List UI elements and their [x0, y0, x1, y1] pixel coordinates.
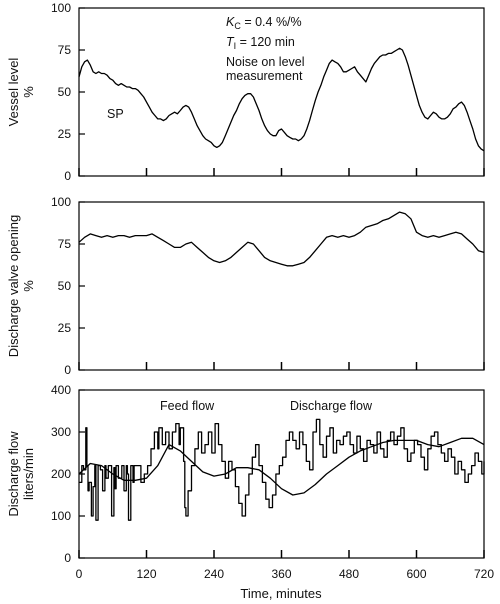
y-tick-label: 100	[51, 509, 71, 523]
y-tick-label: 400	[51, 383, 71, 397]
series-layer	[78, 47, 485, 521]
y-axis-label-flow-line2: liters/min	[21, 448, 36, 500]
annotation-sp: SP	[107, 107, 124, 121]
panel-frame-valve	[78, 201, 485, 371]
y-tick-label: 25	[58, 127, 72, 141]
y-tick-label: 50	[58, 279, 72, 293]
annotation-kc-subscript: C	[234, 21, 241, 31]
annotation-kc-value: = 0.4 %/%	[241, 15, 302, 29]
series-line-discharge-flow	[78, 437, 485, 496]
x-tick-label: 360	[271, 567, 291, 581]
annotation-ti: TI = 120 min	[226, 35, 295, 51]
annotation-feed-flow: Feed flow	[160, 399, 215, 413]
y-tick-label: 0	[64, 551, 71, 565]
y-axis-label-flow-line1: Discharge flow	[6, 431, 21, 517]
x-tick-label: 0	[76, 567, 83, 581]
annotation-ti-value: = 120 min	[236, 35, 295, 49]
y-axis-label-valve-line2: %	[21, 280, 36, 292]
y-tick-label: 50	[58, 85, 72, 99]
y-axis-label-valve-line1: Discharge valve opening	[6, 215, 21, 357]
y-tick-label: 0	[64, 169, 71, 183]
y-tick-label: 25	[58, 321, 72, 335]
y-tick-label: 100	[51, 1, 71, 15]
y-axis-label-level-line1: Vessel level	[6, 58, 21, 127]
annotation-ti-symbol: T	[226, 35, 235, 49]
y-tick-label: 100	[51, 195, 71, 209]
panel-frame-flow	[78, 389, 485, 559]
x-tick-label: 120	[136, 567, 156, 581]
x-tick-label: 480	[339, 567, 359, 581]
y-tick-label: 75	[58, 237, 72, 251]
series-line-panel-1	[78, 47, 485, 152]
y-tick-label: 75	[58, 43, 72, 57]
annotation-ti-subscript: I	[234, 41, 237, 51]
series-line-panel-2	[78, 211, 485, 267]
annotation-kc: KC = 0.4 %/%	[226, 15, 302, 31]
y-axis-label-level-line2: %	[21, 86, 36, 98]
annotation-kc-symbol: K	[226, 15, 235, 29]
tick-layer: 0 25 50 75 100 0 25 50 75 100 0 100 200 300 400 0 120 240…	[51, 1, 494, 581]
x-tick-label: 240	[204, 567, 224, 581]
annotation-noise-line2: measurement	[226, 69, 303, 83]
annotation-noise-line1: Noise on level	[226, 55, 305, 69]
y-tick-label: 0	[64, 363, 71, 377]
x-tick-label: 600	[406, 567, 426, 581]
annotation-discharge-flow: Discharge flow	[290, 399, 373, 413]
y-tick-label: 200	[51, 467, 71, 481]
x-axis-label: Time, minutes	[240, 586, 322, 601]
series-line-feed-flow	[79, 418, 485, 521]
y-tick-label: 300	[51, 425, 71, 439]
x-tick-label: 720	[474, 567, 494, 581]
